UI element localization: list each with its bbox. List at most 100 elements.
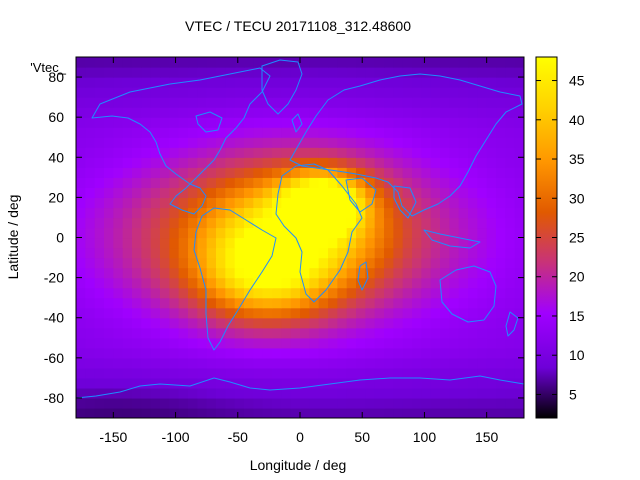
heatmap-cell: [393, 297, 404, 309]
heatmap-cell: [421, 157, 432, 168]
heatmap-cell: [234, 237, 245, 249]
heatmap-cell: [169, 247, 180, 259]
heatmap-cell: [94, 397, 105, 409]
heatmap-cell: [458, 237, 469, 249]
heatmap-cell: [468, 237, 478, 249]
heatmap-cell: [486, 187, 497, 198]
heatmap-cell: [188, 247, 198, 259]
heatmap-cell: [337, 197, 348, 209]
heatmap-cell: [337, 87, 348, 98]
heatmap-cell: [337, 137, 348, 148]
heatmap-cell: [160, 307, 170, 319]
heatmap-cell: [253, 287, 264, 299]
heatmap-cell: [458, 247, 469, 259]
heatmap-cell: [253, 87, 264, 98]
heatmap-cell: [346, 257, 357, 269]
heatmap-cell: [486, 147, 497, 158]
heatmap-cell: [496, 187, 506, 198]
heatmap-cell: [141, 147, 152, 158]
heatmap-cell: [337, 127, 348, 138]
heatmap-cell: [440, 257, 450, 269]
coastline-british-isles: [291, 113, 303, 133]
heatmap-cell: [430, 187, 441, 198]
heatmap-cell: [412, 347, 422, 359]
heatmap-cell: [328, 247, 338, 259]
heatmap-cell: [141, 297, 152, 309]
heatmap-cell: [132, 237, 142, 249]
heatmap-cell: [356, 57, 366, 68]
heatmap-cell: [346, 97, 357, 108]
heatmap-cell: [94, 167, 105, 178]
heatmap-cell: [486, 377, 497, 389]
heatmap-cell: [234, 297, 245, 309]
heatmap-cell: [178, 347, 189, 359]
heatmap-cell: [178, 327, 189, 339]
heatmap-cell: [309, 367, 320, 379]
heatmap-cell: [402, 127, 413, 138]
heatmap-cell: [94, 177, 105, 188]
heatmap-cell: [300, 247, 310, 259]
heatmap-cell: [356, 397, 366, 409]
heatmap-cell: [328, 127, 338, 138]
heatmap-cell: [253, 357, 264, 369]
heatmap-cell: [150, 297, 161, 309]
heatmap-cell: [505, 77, 516, 88]
heatmap-cell: [290, 257, 301, 269]
heatmap-cell: [272, 397, 282, 409]
heatmap-cell: [104, 227, 114, 239]
heatmap-cell: [150, 407, 161, 418]
heatmap-cell: [346, 207, 357, 219]
heatmap-cell: [402, 267, 413, 279]
heatmap-cell: [468, 167, 478, 178]
heatmap-cell: [346, 287, 357, 299]
heatmap-cell: [94, 77, 105, 88]
heatmap-cell: [440, 337, 450, 349]
heatmap-cell: [234, 127, 245, 138]
heatmap-cell: [496, 107, 506, 118]
heatmap-cell: [216, 67, 226, 78]
heatmap-cell: [449, 377, 460, 389]
heatmap-cell: [244, 317, 254, 329]
heatmap-cell: [374, 247, 385, 259]
heatmap-cell: [234, 117, 245, 128]
heatmap-cell: [505, 217, 516, 229]
heatmap-cell: [85, 217, 96, 229]
heatmap-cell: [318, 227, 329, 239]
heatmap-cell: [374, 107, 385, 118]
heatmap-cell: [356, 307, 366, 319]
heatmap-cell: [169, 137, 180, 148]
heatmap-cell: [412, 247, 422, 259]
heatmap-cell: [402, 207, 413, 219]
heatmap-cell: [281, 397, 292, 409]
heatmap-cell: [430, 287, 441, 299]
heatmap-cell: [486, 197, 497, 209]
heatmap-cell: [356, 117, 366, 128]
heatmap-cell: [374, 187, 385, 198]
heatmap-cell: [337, 397, 348, 409]
heatmap-cell: [122, 77, 133, 88]
heatmap-cell: [169, 347, 180, 359]
heatmap-cell: [328, 407, 338, 418]
heatmap-cell: [85, 207, 96, 219]
heatmap-cell: [225, 247, 236, 259]
chart-title: VTEC / TECU 20171108_312.48600: [185, 18, 411, 34]
heatmap-cell: [365, 237, 376, 249]
heatmap-cell: [169, 207, 180, 219]
heatmap-cell: [384, 147, 394, 158]
heatmap-cell: [402, 377, 413, 389]
heatmap-cell: [309, 57, 320, 68]
heatmap-cell: [160, 207, 170, 219]
heatmap-cell: [76, 57, 86, 68]
heatmap-cell: [458, 397, 469, 409]
heatmap-cell: [477, 367, 488, 379]
heatmap-cell: [309, 187, 320, 198]
heatmap-cell: [197, 187, 208, 198]
heatmap-cell: [346, 317, 357, 329]
heatmap-cell: [412, 337, 422, 349]
heatmap-cell: [234, 167, 245, 178]
heatmap-cell: [430, 177, 441, 188]
heatmap-cell: [206, 237, 217, 249]
heatmap-cell: [253, 207, 264, 219]
heatmap-cell: [337, 77, 348, 88]
heatmap-cell: [346, 117, 357, 128]
